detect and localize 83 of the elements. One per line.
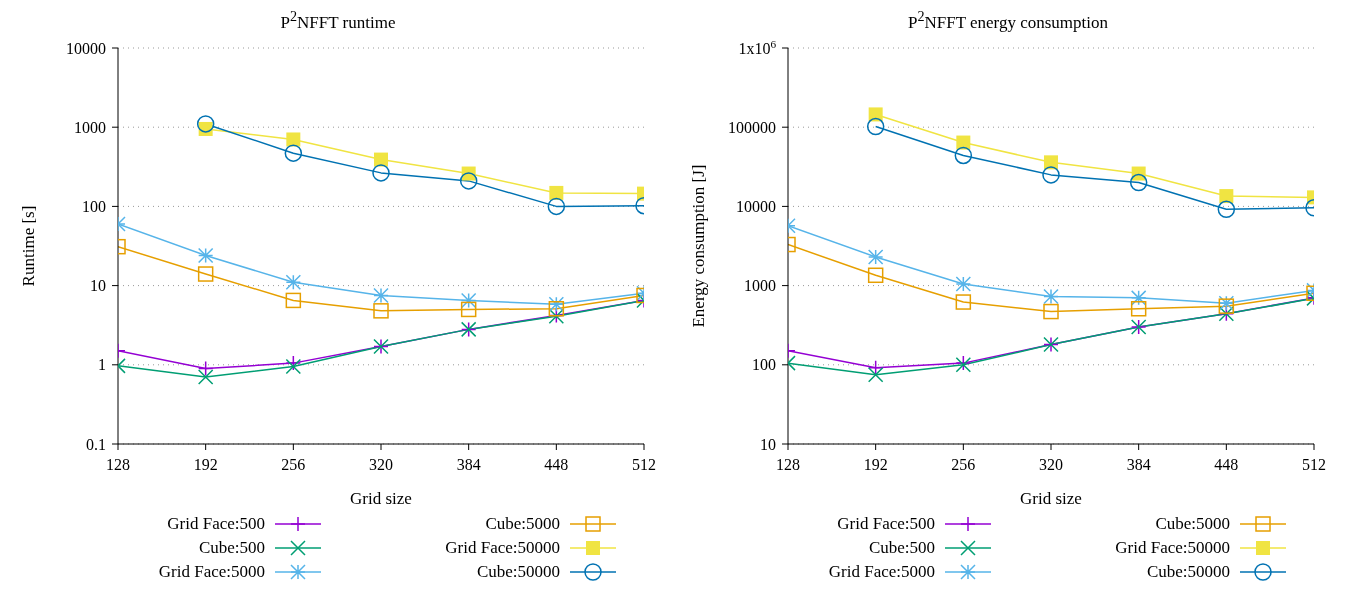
x-tick-label: 448: [544, 456, 569, 474]
y-tick-label: 10000: [736, 198, 776, 215]
y-tick-label: 1: [98, 356, 106, 374]
x-tick-label: 384: [456, 456, 481, 474]
legend-label: Grid Face:5000: [158, 562, 265, 582]
x-axis-title: Grid size: [1020, 489, 1082, 508]
y-tick-label: 0.1: [86, 435, 106, 453]
point: [372, 164, 390, 182]
y-axis-title: Energy consumption [J]: [689, 164, 709, 328]
point: [954, 146, 973, 165]
x-tick-label: 512: [632, 456, 656, 474]
y-axis-title: Runtime [s]: [19, 205, 39, 287]
legend-label: Cube:50000: [476, 562, 560, 582]
x-tick-label: 192: [193, 456, 218, 474]
point: [374, 152, 388, 167]
x-tick-label: 384: [1126, 456, 1151, 474]
point: [866, 117, 885, 136]
y-tick-label: 10: [760, 435, 776, 453]
point: [548, 296, 565, 313]
x-tick-label: 128: [776, 456, 800, 474]
y-tick-label: 100: [82, 198, 106, 215]
legend-label: Cube:50000: [1146, 562, 1230, 582]
x-tick-label: 320: [1039, 456, 1063, 474]
chart-title: P$^{2}$NFFT energy consumption: [906, 8, 1110, 34]
point: [1043, 303, 1059, 320]
point: [867, 359, 884, 376]
y-tick-label: 10000: [66, 39, 106, 57]
point: [955, 294, 972, 310]
y-tick-label: 1000: [74, 118, 106, 136]
point: [1129, 173, 1148, 192]
point: [197, 247, 214, 264]
y-tick-label: 100: [752, 356, 776, 374]
point: [1043, 288, 1059, 305]
point: [197, 369, 214, 385]
x-tick-label: 512: [1302, 456, 1326, 474]
point: [460, 301, 477, 318]
y-tick-label: 10: [90, 277, 106, 295]
point: [956, 135, 971, 150]
legend-label: Grid Face:5000: [828, 562, 935, 582]
legend-label: Cube:500: [198, 538, 265, 558]
x-tick-label: 192: [863, 456, 888, 474]
point: [1217, 200, 1236, 219]
y-tick-label: 100000: [728, 118, 776, 136]
x-tick-label: 320: [369, 456, 393, 474]
legend-label: Cube:5000: [1155, 514, 1230, 534]
point: [955, 276, 972, 292]
point: [285, 274, 302, 291]
point: [373, 287, 389, 304]
point: [285, 292, 302, 309]
legend-label: Grid Face:500: [167, 514, 265, 534]
x-tick-label: 256: [951, 456, 976, 474]
point: [459, 172, 478, 190]
point: [460, 292, 477, 309]
point: [1130, 290, 1147, 306]
y-tick-label: 1x10$^{6}$: [738, 37, 777, 57]
legend-label: Cube:5000: [485, 514, 560, 534]
point: [286, 132, 301, 147]
point: [548, 301, 565, 317]
point: [549, 185, 564, 200]
point: [197, 266, 214, 282]
x-tick-label: 448: [1214, 456, 1239, 474]
point: [285, 355, 302, 371]
legend-label: Grid Face:500: [837, 514, 935, 534]
point: [1130, 301, 1147, 317]
point: [547, 197, 566, 216]
point: [1042, 166, 1060, 184]
x-tick-label: 128: [106, 456, 130, 474]
y-tick-label: 1000: [744, 277, 776, 295]
legend-label: Cube:500: [868, 538, 935, 558]
legend-label: Grid Face:50000: [445, 538, 560, 558]
x-axis-title: Grid size: [350, 489, 412, 508]
chart-title: P$^{2}$NFFT runtime: [279, 8, 397, 34]
point: [1044, 155, 1058, 170]
point: [1219, 189, 1234, 204]
point: [197, 360, 214, 377]
point: [373, 303, 389, 319]
point: [284, 144, 303, 162]
legend-label: Grid Face:50000: [1115, 538, 1230, 558]
point: [196, 115, 215, 133]
point: [285, 358, 302, 375]
point: [867, 249, 884, 265]
point: [867, 267, 884, 284]
x-tick-label: 256: [281, 456, 306, 474]
